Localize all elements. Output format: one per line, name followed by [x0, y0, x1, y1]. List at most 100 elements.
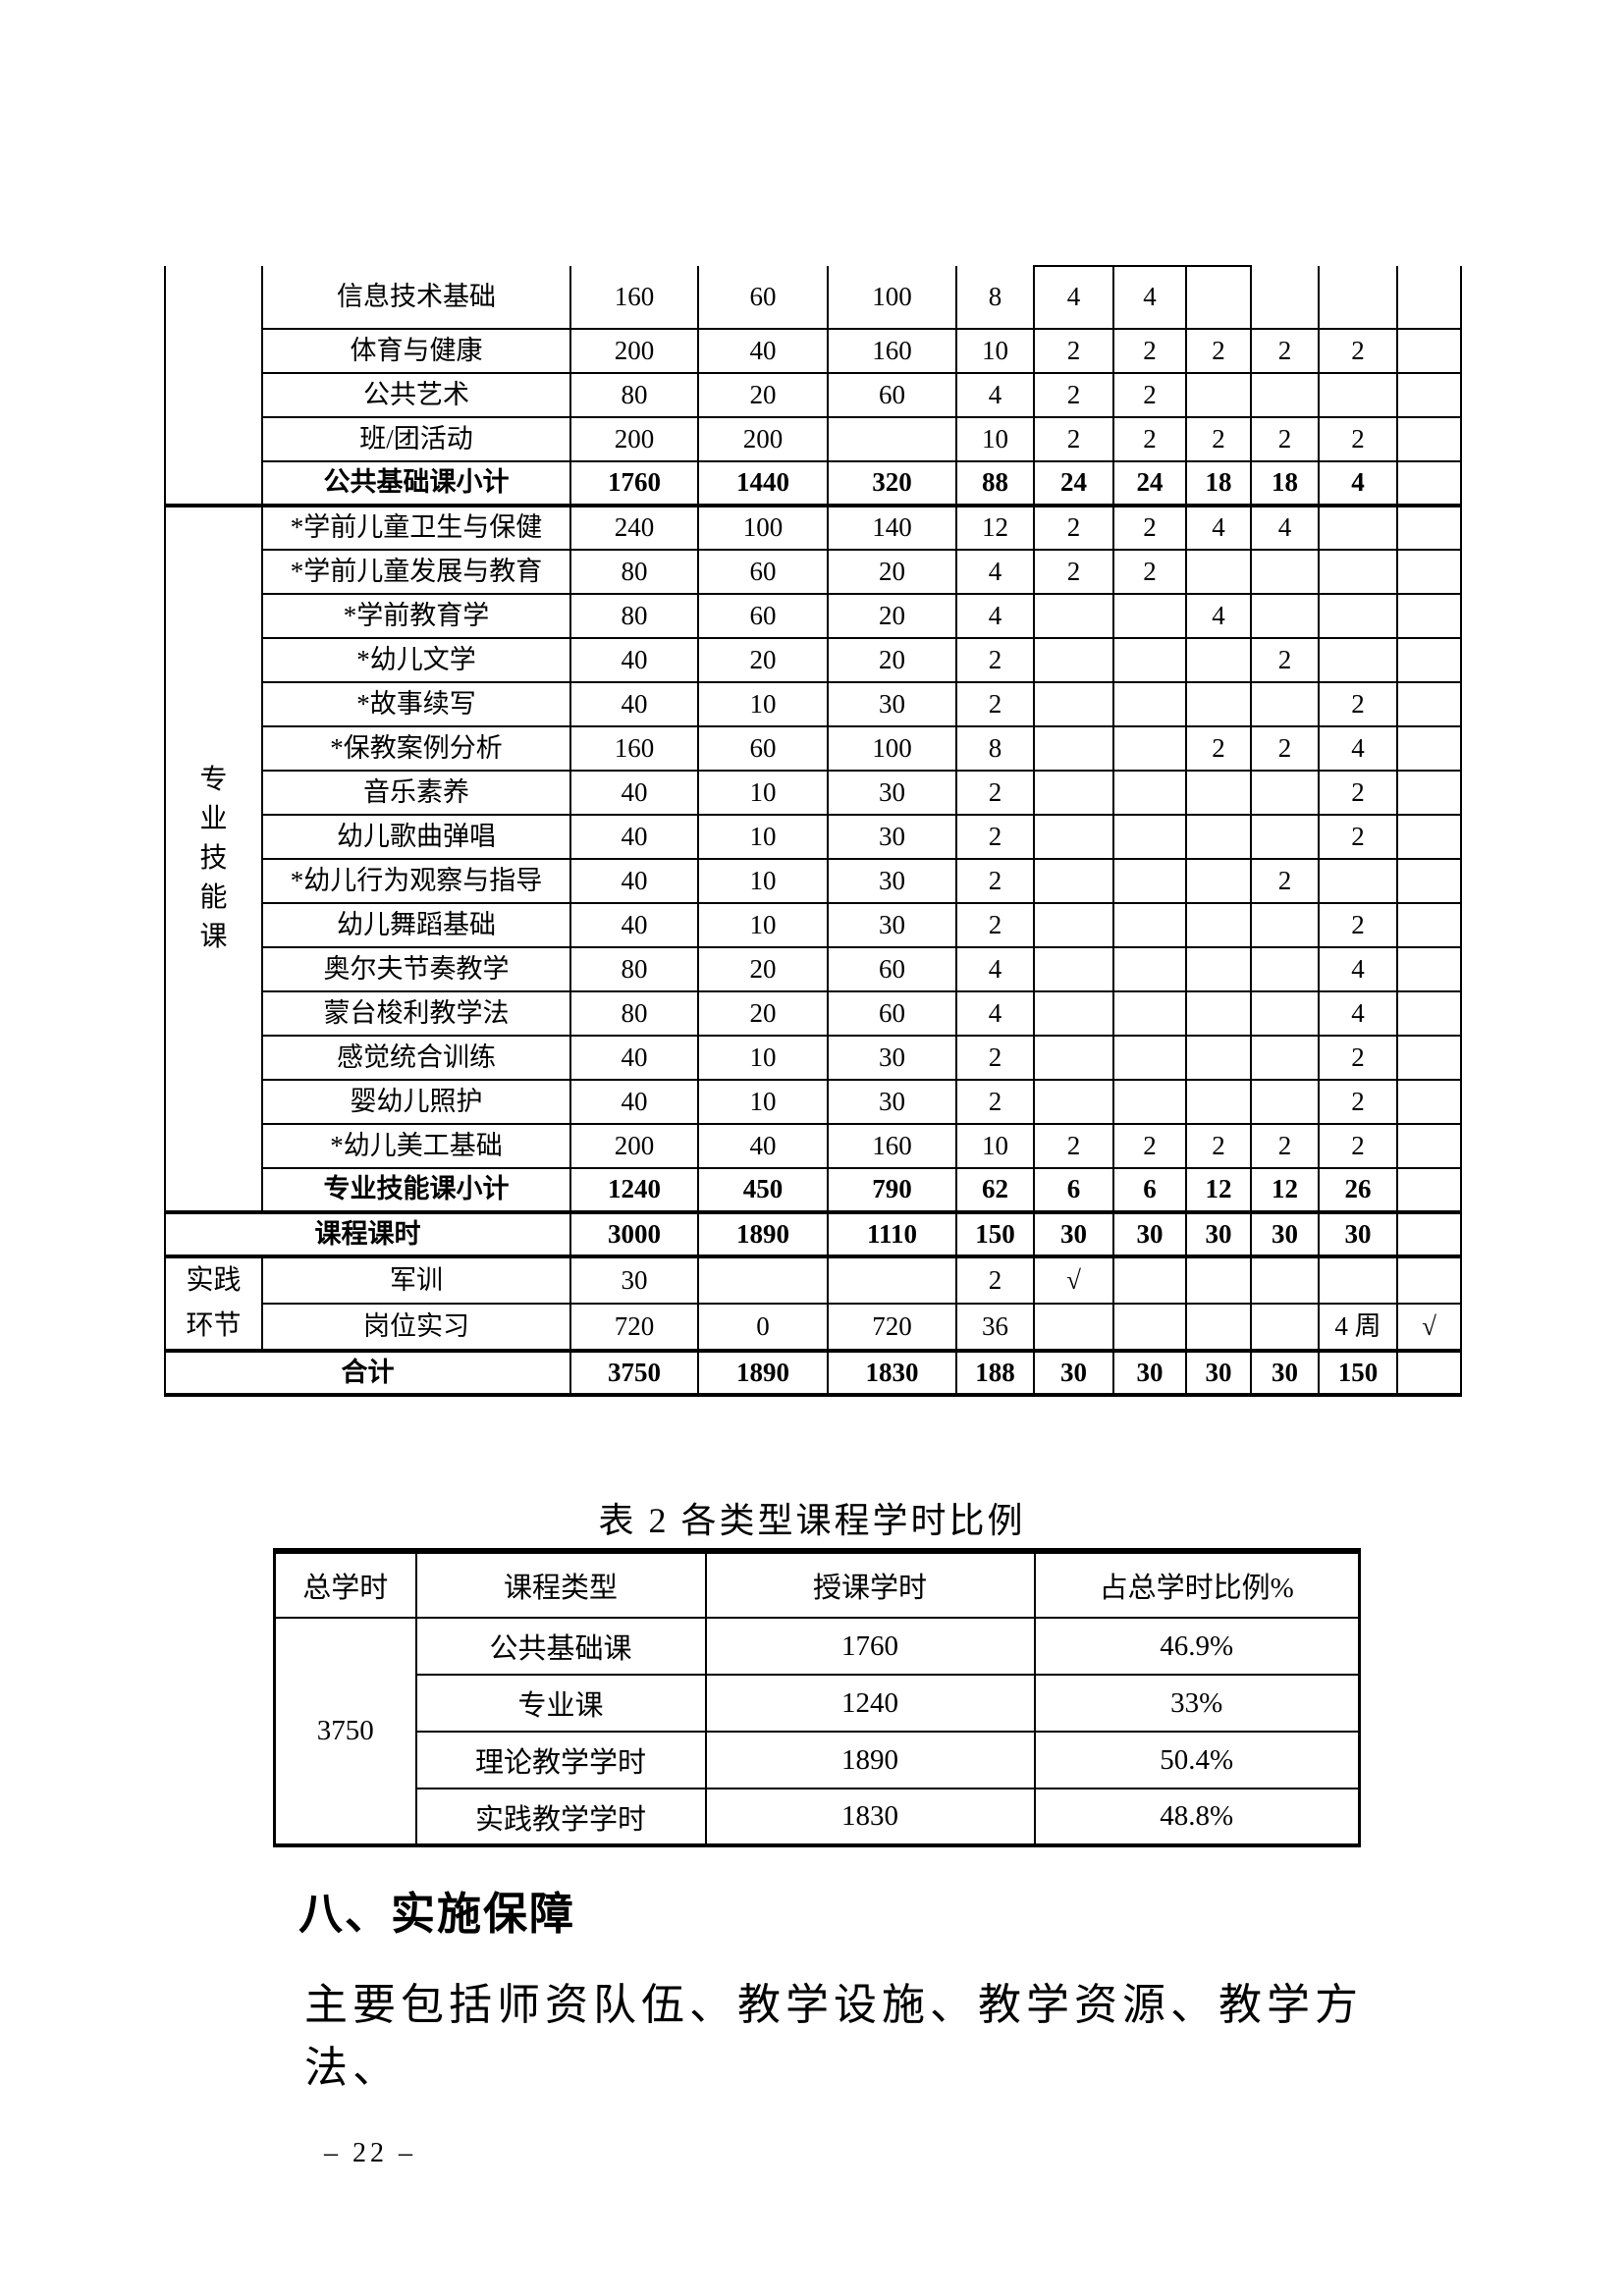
value-cell: 720 — [569, 1303, 699, 1352]
value-cell — [1396, 814, 1462, 860]
value-cell — [827, 416, 957, 462]
value-cell — [1318, 372, 1398, 418]
value-cell: 2 — [1318, 1079, 1398, 1125]
course-name-cell: *学前儿童卫生与保健 — [261, 505, 571, 551]
value-cell: 30 — [1185, 1349, 1252, 1397]
value-cell: 2 — [1112, 549, 1187, 595]
value-cell — [1185, 1035, 1252, 1081]
value-cell — [1250, 990, 1320, 1037]
value-cell — [1396, 681, 1462, 727]
value-cell: 3000 — [569, 1210, 699, 1258]
value-cell: 30 — [827, 902, 957, 948]
value-cell — [1396, 1167, 1462, 1213]
section-heading: 八、实施保障 — [298, 1889, 576, 1939]
value-cell — [1396, 770, 1462, 816]
value-cell — [1185, 902, 1252, 948]
value-cell — [1318, 593, 1398, 639]
category-cell: 实践 环节 — [164, 1255, 263, 1353]
value-cell: 1110 — [827, 1210, 957, 1258]
course-name-cell: 蒙台梭利教学法 — [261, 990, 571, 1037]
value-cell — [1033, 946, 1114, 992]
value-cell — [1033, 1303, 1114, 1352]
value-cell: 60 — [697, 266, 829, 330]
value-cell: 2 — [1250, 416, 1320, 462]
value-cell: 40 — [569, 814, 699, 860]
value-cell: 26 — [1318, 1167, 1398, 1213]
value-cell — [1396, 1123, 1462, 1169]
value-cell: 4 — [955, 990, 1035, 1037]
value-cell — [1318, 858, 1398, 904]
course-hours-ratio-table: 总学时 课程类型 授课学时 占总学时比例% 3750 公共基础课 1760 46.9% 专业课 1… — [273, 1548, 1361, 1847]
value-cell: 20 — [827, 637, 957, 683]
value-cell: 100 — [697, 505, 829, 551]
value-cell: 2 — [1185, 1123, 1252, 1169]
header-cell: 课程类型 — [414, 1550, 707, 1619]
value-cell — [1396, 593, 1462, 639]
value-cell — [1396, 505, 1462, 551]
value-cell: 2 — [955, 814, 1035, 860]
value-cell — [697, 1255, 829, 1305]
course-name-cell: *故事续写 — [261, 681, 571, 727]
value-cell: 80 — [569, 372, 699, 418]
table-row: 公共艺术 80 20 60 4 2 2 — [165, 372, 1462, 418]
ratio-cell: 48.8% — [1033, 1788, 1361, 1846]
value-cell — [1396, 1079, 1462, 1125]
value-cell: 4 周 — [1318, 1303, 1398, 1352]
course-name-cell: 奥尔夫节奏教学 — [261, 946, 571, 992]
value-cell — [1250, 372, 1320, 418]
value-cell: 30 — [827, 1035, 957, 1081]
value-cell — [1112, 902, 1187, 948]
hours-cell: 1890 — [704, 1731, 1036, 1789]
header-cell: 授课学时 — [704, 1550, 1036, 1619]
value-cell — [1033, 814, 1114, 860]
value-cell — [1318, 505, 1398, 551]
value-cell: 8 — [955, 725, 1035, 772]
course-name-cell: *学前教育学 — [261, 593, 571, 639]
value-cell — [1396, 266, 1462, 330]
value-cell — [1033, 593, 1114, 639]
value-cell: 200 — [569, 416, 699, 462]
value-cell — [1185, 265, 1252, 330]
value-cell: 2 — [1318, 1123, 1398, 1169]
value-cell — [1112, 814, 1187, 860]
value-cell: 30 — [1250, 1210, 1320, 1258]
value-cell: 4 — [1318, 725, 1398, 772]
value-cell — [1396, 725, 1462, 772]
value-cell: 30 — [827, 1079, 957, 1125]
table-row: *学前儿童发展与教育 80 60 20 4 2 2 — [165, 549, 1462, 595]
value-cell — [1396, 1255, 1462, 1305]
value-cell — [1185, 549, 1252, 595]
value-cell: 450 — [697, 1167, 829, 1213]
value-cell — [1112, 1303, 1187, 1352]
value-cell: 60 — [697, 593, 829, 639]
value-cell: 12 — [1185, 1167, 1252, 1213]
value-cell: 100 — [827, 725, 957, 772]
value-cell — [1396, 328, 1462, 374]
value-cell: 150 — [955, 1210, 1035, 1258]
value-cell: 320 — [827, 460, 957, 507]
value-cell — [1250, 1079, 1320, 1125]
value-cell — [1112, 637, 1187, 683]
value-cell: 10 — [955, 1123, 1035, 1169]
table-row: 合计 3750 1890 1830 188 30 30 30 30 150 — [164, 1349, 1462, 1397]
value-cell — [1318, 1255, 1398, 1305]
value-cell — [1112, 1079, 1187, 1125]
value-cell: 2 — [1033, 1123, 1114, 1169]
value-cell — [1033, 858, 1114, 904]
value-cell: 40 — [569, 902, 699, 948]
value-cell: 2 — [955, 858, 1035, 904]
value-cell: 2 — [1250, 1123, 1320, 1169]
course-name-cell: *幼儿文学 — [261, 637, 571, 683]
value-cell — [1185, 372, 1252, 418]
table-row: 实践 环节 军训 30 2 √ — [164, 1255, 1462, 1353]
value-cell: 10 — [697, 902, 829, 948]
value-cell — [1396, 1210, 1462, 1258]
course-name-cell: *保教案例分析 — [261, 725, 571, 772]
value-cell — [1033, 725, 1114, 772]
value-cell: 4 — [955, 549, 1035, 595]
value-cell: 30 — [1185, 1210, 1252, 1258]
value-cell: 88 — [955, 460, 1035, 507]
value-cell: 2 — [955, 902, 1035, 948]
value-cell: 8 — [955, 266, 1035, 330]
value-cell: 10 — [955, 328, 1035, 374]
